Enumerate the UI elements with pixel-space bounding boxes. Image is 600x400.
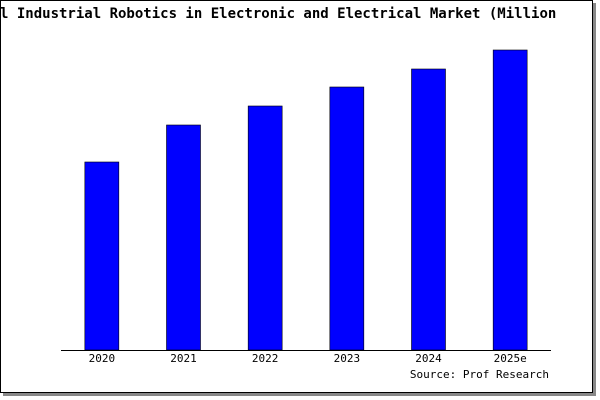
- x-tick-label: 2023: [334, 352, 361, 365]
- x-tick-label: 2020: [89, 352, 116, 365]
- x-tick-label: 2022: [252, 352, 279, 365]
- bar: [329, 86, 365, 351]
- x-tick-label: 2025e: [494, 352, 527, 365]
- x-tick-label: 2021: [170, 352, 197, 365]
- x-tick-label: 2024: [415, 352, 442, 365]
- bar: [247, 105, 283, 351]
- bar: [84, 161, 120, 351]
- source-note: Source: Prof Research: [410, 368, 549, 381]
- bar: [166, 124, 201, 351]
- bar: [492, 49, 528, 351]
- bar: [411, 68, 446, 351]
- chart-title: l Industrial Robotics in Electronic and …: [0, 6, 556, 22]
